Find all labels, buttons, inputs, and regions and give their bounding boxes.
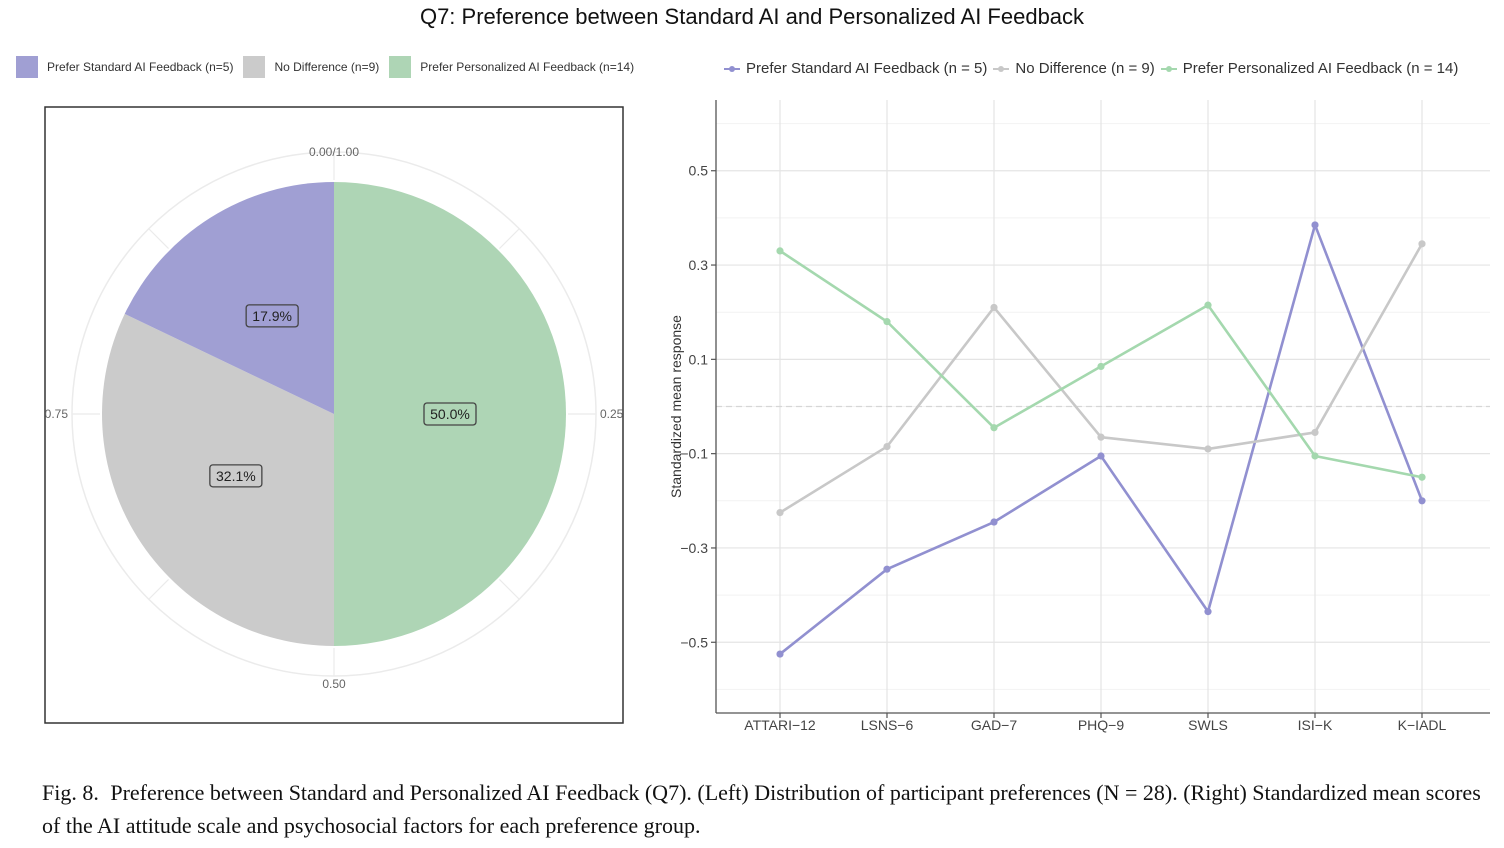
line-x-tick-label: GAD−7	[971, 717, 1018, 733]
pie-slice-prefer-personalized-ai-feedback	[334, 182, 566, 646]
line-point-no-difference	[1311, 428, 1319, 437]
pie-legend-item-standard: Prefer Standard AI Feedback (n=5)	[16, 56, 233, 78]
line-legend-label-personalized: Prefer Personalized AI Feedback (n = 14)	[1182, 60, 1459, 77]
pie-legend-swatch-no-difference	[243, 56, 266, 78]
pie-label-text: 50.0%	[430, 406, 470, 422]
line-point-standard	[990, 518, 998, 526]
line-point-standard	[1418, 497, 1426, 505]
line-point-no-difference	[883, 442, 891, 451]
line-legend: Prefer Standard AI Feedback (n = 5) No D…	[724, 60, 1464, 77]
line-point-no-difference	[990, 303, 998, 312]
line-legend-item-standard: Prefer Standard AI Feedback (n = 5)	[724, 60, 987, 77]
line-x-tick-label: PHQ−9	[1078, 717, 1125, 733]
line-legend-item-no-difference: No Difference (n = 9)	[993, 60, 1155, 77]
line-point-personalized	[1311, 452, 1319, 460]
line-point-personalized	[990, 424, 998, 432]
line-legend-marker-no-difference	[993, 64, 1010, 74]
line-chart: 0.5 0.3 0.1 −0.1 −0.3 −0.5 ATTARI−12 LSNS−6 GAD−…	[668, 100, 1490, 733]
line-y-tick-label: 0.5	[689, 163, 709, 179]
pie-polar-grid-spoke	[148, 228, 169, 249]
pie-chart: 50.0% 32.1% 17.9% 0.00/1.00 0.25 0.50 0.75	[44, 106, 624, 724]
line-point-standard	[1204, 608, 1212, 616]
pie-legend: Prefer Standard AI Feedback (n=5) No Dif…	[16, 56, 644, 78]
pie-slice-label-prefer-standard-ai-feedback: 17.9%	[245, 304, 299, 328]
line-point-standard	[883, 565, 891, 573]
line-point-standard	[1097, 452, 1105, 460]
line-x-tick-label: ATTARI−12	[744, 717, 816, 733]
line-x-tick-label: SWLS	[1188, 717, 1228, 733]
line-y-tick-label: −0.1	[680, 446, 708, 462]
line-point-standard	[776, 650, 784, 658]
pie-slice-no-difference	[101, 313, 334, 646]
line-point-personalized	[1097, 362, 1105, 371]
pie-polar-tick-label: 0.50	[322, 677, 346, 691]
pie-polar-grid-spoke	[499, 579, 520, 600]
pie-legend-label-standard: Prefer Standard AI Feedback (n=5)	[47, 60, 234, 74]
line-x-tick-label: K−IADL	[1398, 717, 1447, 733]
pie-legend-swatch-standard	[16, 56, 38, 78]
pie-polar-tick-label: 0.25	[600, 407, 624, 421]
line-x-tick-label: ISI−K	[1298, 717, 1333, 733]
pie-legend-item-personalized: Prefer Personalized AI Feedback (n=14)	[389, 56, 634, 78]
line-y-tick-label: 0.1	[689, 351, 709, 367]
caption-text: Preference between Standard and Personal…	[42, 780, 1481, 838]
pie-slice-label-no-difference: 32.1%	[209, 464, 263, 488]
line-legend-marker-standard	[724, 64, 740, 74]
pie-label-text: 32.1%	[216, 468, 256, 484]
pie-label-box	[209, 464, 263, 488]
pie-polar-grid-spoke	[499, 228, 520, 249]
pie-legend-label-personalized: Prefer Personalized AI Feedback (n=14)	[420, 60, 635, 74]
pie-polar-tick-label: 0.00/1.00	[309, 145, 359, 159]
line-legend-label-standard: Prefer Standard AI Feedback (n = 5)	[746, 60, 988, 77]
pie-legend-swatch-personalized	[389, 56, 412, 78]
line-legend-label-no-difference: No Difference (n = 9)	[1015, 60, 1155, 77]
line-point-no-difference	[1418, 240, 1426, 248]
line-point-personalized	[776, 247, 784, 255]
line-y-tick-label: 0.3	[689, 257, 709, 273]
pie-legend-label-no-difference: No Difference (n=9)	[274, 60, 380, 74]
figure-title: Q7: Preference between Standard AI and P…	[419, 4, 1085, 29]
pie-slice-label-prefer-personalized-ai-feedback: 50.0%	[423, 402, 477, 426]
line-y-tick-label: −0.3	[680, 540, 708, 556]
line-x-tick-label: LSNS−6	[861, 717, 914, 733]
caption-label: Fig. 8.	[42, 780, 99, 805]
line-point-personalized	[1204, 301, 1212, 309]
pie-polar-tick-label: 0.75	[45, 407, 69, 421]
figure-caption: Fig. 8. Preference between Standard and …	[42, 776, 1482, 842]
pie-slice-prefer-standard-ai-feedback	[124, 182, 334, 414]
pie-label-text: 17.9%	[252, 308, 292, 324]
line-y-tick-label: −0.5	[680, 634, 708, 650]
line-point-standard	[1311, 221, 1319, 229]
line-legend-item-personalized: Prefer Personalized AI Feedback (n = 14)	[1160, 60, 1459, 77]
pie-legend-item-no-difference: No Difference (n=9)	[243, 56, 379, 78]
line-point-personalized	[883, 318, 891, 326]
line-point-no-difference	[1204, 445, 1212, 453]
line-y-axis-label: Standardized mean response	[668, 315, 684, 498]
pie-label-box	[245, 304, 299, 328]
pie-polar-grid-spoke	[148, 579, 169, 600]
pie-label-box	[423, 402, 477, 426]
line-point-no-difference	[776, 508, 784, 517]
line-legend-marker-personalized	[1160, 64, 1177, 74]
line-point-no-difference	[1097, 433, 1105, 441]
line-point-personalized	[1418, 473, 1426, 481]
